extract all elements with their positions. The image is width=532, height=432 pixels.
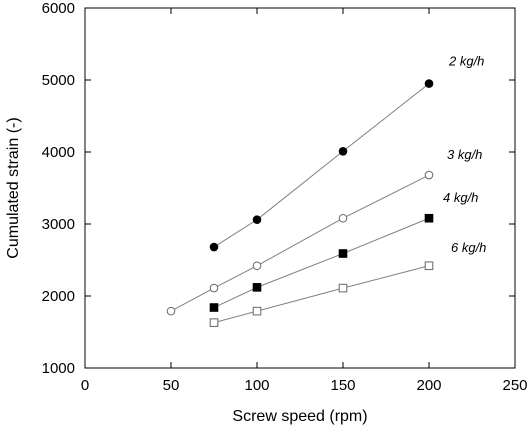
x-tick-label: 200 [416,377,441,394]
x-tick-label: 50 [163,377,180,394]
y-tick-label: 1000 [42,360,75,377]
data-point [424,170,434,180]
x-axis-title: Screw speed (rpm) [232,408,367,425]
y-tick-label: 2000 [42,288,75,305]
data-point [166,306,176,316]
y-axis-title: Cumulated strain (-) [5,117,22,258]
data-point [338,249,348,258]
axis-ticks: 0 50 100 150 200 250 1000 2000 3000 4000 5000 6000 [42,0,528,394]
series-label-1: 2 kg/h [448,54,484,69]
series-markers [166,79,434,327]
x-tick-label: 250 [502,377,527,394]
data-point [209,318,219,327]
data-point [424,213,434,223]
data-point [338,283,348,293]
series-line-4 [213,265,430,324]
data-point [252,306,262,316]
data-point [209,283,219,293]
data-point [338,146,348,156]
series-line-1 [213,83,430,248]
x-tick-label: 0 [81,377,89,394]
data-point [209,303,219,312]
data-point [252,215,262,224]
y-tick-label: 6000 [42,0,75,17]
series-line-3 [213,217,430,308]
y-tick-label: 3000 [42,216,75,233]
data-point [424,79,434,88]
data-point [424,261,434,271]
y-tick-label: 4000 [42,144,75,161]
series-labels: 2 kg/h 3 kg/h 4 kg/h 6 kg/h [443,54,486,255]
plot-frame [84,7,516,369]
series-label-4: 6 kg/h [451,240,486,255]
data-point [209,242,219,252]
y-tick-label: 5000 [42,72,75,89]
series-label-3: 4 kg/h [443,190,478,205]
series-line-2 [170,174,430,312]
x-tick-label: 100 [244,377,269,394]
data-point [338,213,348,223]
series-label-2: 3 kg/h [447,147,482,162]
data-point [252,283,262,292]
series-lines [170,83,430,324]
data-point [252,261,262,271]
x-tick-label: 150 [330,377,355,394]
